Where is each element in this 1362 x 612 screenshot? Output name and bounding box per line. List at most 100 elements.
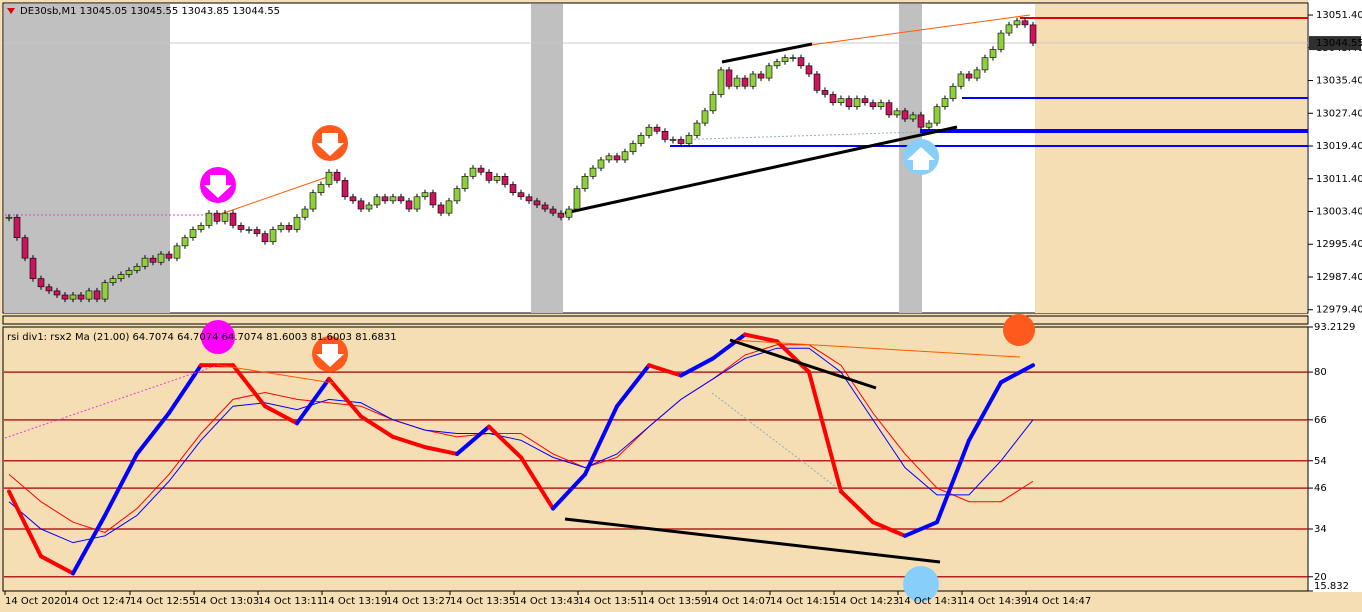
candle — [829, 94, 837, 103]
candle — [845, 98, 853, 108]
candle — [173, 245, 181, 259]
x-tick-label: 14 Oct 13:35 — [450, 596, 515, 607]
x-tick-label: 14 Oct 14:15 — [770, 596, 835, 607]
y-tick-label: 13027.40 — [1316, 108, 1362, 119]
rsi-lines — [4, 332, 1308, 578]
x-tick-label: 14 Oct 14:47 — [1026, 596, 1091, 607]
candle — [141, 257, 149, 267]
candle — [949, 85, 957, 99]
candle — [525, 196, 533, 202]
candle — [413, 196, 421, 210]
rsi-segment — [167, 363, 203, 416]
rsi-segment — [327, 376, 363, 419]
candle — [973, 69, 981, 79]
candle — [653, 126, 661, 132]
x-tick-label: 14 Oct 13:43 — [514, 596, 579, 607]
candle — [325, 171, 333, 185]
candle — [333, 171, 341, 181]
rsi-segment — [935, 438, 971, 525]
candle — [357, 200, 365, 210]
candle — [205, 212, 213, 226]
candle — [821, 90, 829, 95]
x-tick-label: 14 Oct 13:19 — [322, 596, 387, 607]
indicator-title: rsi div1: rsx2 Ma (21.00) 64.7074 64.707… — [7, 332, 397, 343]
rsi-segment — [39, 554, 75, 576]
candle — [1021, 20, 1029, 26]
trend-line — [711, 392, 841, 491]
candle — [781, 57, 789, 63]
candle — [629, 143, 637, 153]
x-tick-label: 14 Oct 14:07 — [706, 596, 771, 607]
signal-arrow — [316, 344, 344, 367]
candle — [1029, 24, 1037, 44]
candle — [501, 176, 509, 185]
candle — [101, 282, 109, 300]
rsi-segment — [615, 363, 651, 409]
trend-line — [564, 517, 941, 564]
candle — [693, 122, 701, 136]
rsi-segment — [231, 363, 267, 409]
candle — [437, 204, 445, 214]
candle — [373, 196, 381, 206]
y-tick-label: 13011.40 — [1316, 174, 1362, 185]
rsi-segment — [263, 404, 299, 426]
candle — [957, 73, 965, 87]
candle — [877, 102, 885, 108]
candle — [765, 65, 773, 79]
candle — [301, 208, 309, 218]
x-tick-label: 14 Oct 13:03 — [194, 596, 259, 607]
rsi-segment — [711, 332, 747, 361]
candle — [597, 159, 605, 169]
candle — [285, 225, 293, 230]
candle — [149, 257, 157, 263]
candle — [109, 278, 117, 284]
candle — [741, 77, 749, 87]
candle — [341, 180, 349, 198]
collapse-icon[interactable] — [7, 8, 15, 14]
candle — [189, 229, 197, 238]
y-tick-label: 93.2129 — [1314, 322, 1355, 333]
candle — [773, 61, 781, 67]
candle — [909, 114, 917, 120]
signal-arrow — [907, 147, 935, 170]
candle — [717, 69, 725, 95]
candle — [709, 94, 717, 112]
candle — [997, 32, 1005, 50]
candle — [229, 212, 237, 226]
candle — [557, 212, 565, 218]
candle — [549, 208, 557, 214]
trend-line — [795, 14, 1031, 48]
y-tick-label: 13051.40 — [1316, 10, 1362, 21]
candle — [61, 294, 69, 300]
candles — [5, 17, 1037, 303]
rsi-segment — [455, 424, 491, 456]
candle — [581, 176, 589, 189]
signal-icon — [201, 320, 235, 354]
y-tick-label: 13003.40 — [1316, 207, 1362, 218]
rsi-segment — [903, 520, 939, 538]
y-tick-label: 13035.40 — [1316, 76, 1362, 87]
candle — [365, 204, 373, 210]
candle — [293, 216, 301, 230]
panel-separator[interactable] — [2, 315, 1309, 325]
x-tick-label: 14 Oct 13:11 — [258, 596, 323, 607]
candle — [645, 126, 653, 136]
y-tick-label: 80 — [1314, 367, 1327, 378]
axes: 12979.40 12987.40 12995.40 13003.40 13011.40… — [4, 10, 1362, 607]
candle — [237, 225, 245, 230]
rsi-line — [8, 347, 1034, 544]
candle — [965, 73, 973, 79]
candle — [613, 155, 621, 161]
trend-line — [669, 131, 921, 141]
session-band — [531, 4, 563, 313]
x-tick-label: 14 Oct 13:51 — [578, 596, 643, 607]
candle — [813, 73, 821, 91]
candle — [789, 57, 797, 59]
candle — [685, 135, 693, 144]
candle — [461, 176, 469, 189]
candle — [885, 102, 893, 116]
candle — [933, 106, 941, 124]
candle — [77, 294, 85, 300]
candle — [605, 155, 613, 161]
y-tick-label: 54 — [1314, 456, 1327, 467]
